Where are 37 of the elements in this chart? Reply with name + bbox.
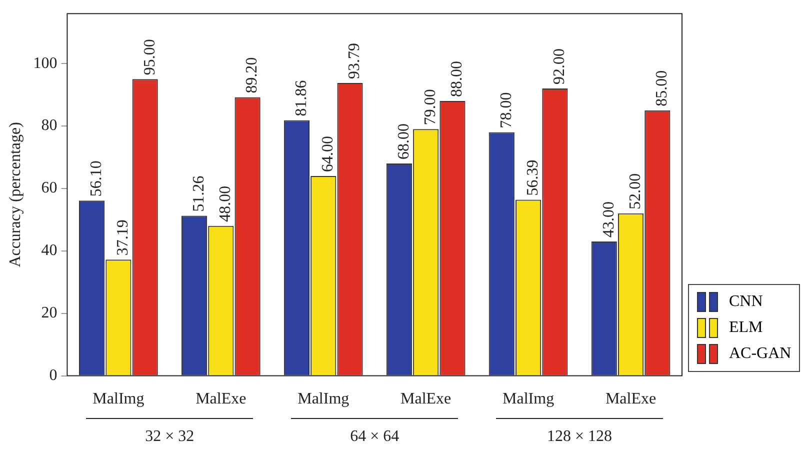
y-axis-title: Accuracy (percentage) xyxy=(6,122,24,268)
x-tick-label: MalExe xyxy=(605,390,656,408)
data-label: 48.00 xyxy=(217,186,234,222)
data-label: 51.26 xyxy=(190,176,208,212)
data-label: 85.00 xyxy=(654,70,671,106)
data-label: 81.86 xyxy=(292,80,310,116)
data-label: 52.00 xyxy=(626,173,644,210)
y-tick-label: 0 xyxy=(49,367,58,384)
data-label: 89.20 xyxy=(244,57,261,94)
y-tick-label: 40 xyxy=(41,242,58,260)
data-label: 93.79 xyxy=(346,42,364,79)
legend-label: AC-GAN xyxy=(729,344,792,363)
y-tick-label: 100 xyxy=(33,54,58,72)
legend-label: CNN xyxy=(729,292,763,311)
data-label: 88.00 xyxy=(448,61,466,98)
y-tick-label: 60 xyxy=(41,180,58,197)
x-tick-label: MalImg xyxy=(92,390,144,408)
x-tick-label: MalExe xyxy=(196,390,246,408)
text: 32 × 32 xyxy=(144,428,196,446)
x-tick-label: MalImg xyxy=(298,390,350,408)
data-label: 79.00 xyxy=(422,89,440,126)
x-tick-label: MalExe xyxy=(400,390,452,408)
data-label: 92.00 xyxy=(551,48,568,85)
text: 128 × 128 xyxy=(546,428,614,446)
legend-label: ELM xyxy=(729,318,763,337)
x-tick-label: MalImg xyxy=(502,390,554,408)
y-tick-label: 80 xyxy=(41,117,58,134)
data-label: 64.00 xyxy=(320,136,337,172)
data-label: 43.00 xyxy=(600,202,618,238)
data-label: 56.10 xyxy=(88,160,105,197)
text: 64 × 64 xyxy=(349,428,400,446)
data-label: 78.00 xyxy=(498,92,515,128)
data-label: 95.00 xyxy=(141,39,158,76)
data-label: 68.00 xyxy=(395,123,412,160)
data-label: 56.39 xyxy=(524,160,542,196)
data-label: 37.19 xyxy=(114,220,132,256)
y-tick-label: 20 xyxy=(41,304,58,322)
